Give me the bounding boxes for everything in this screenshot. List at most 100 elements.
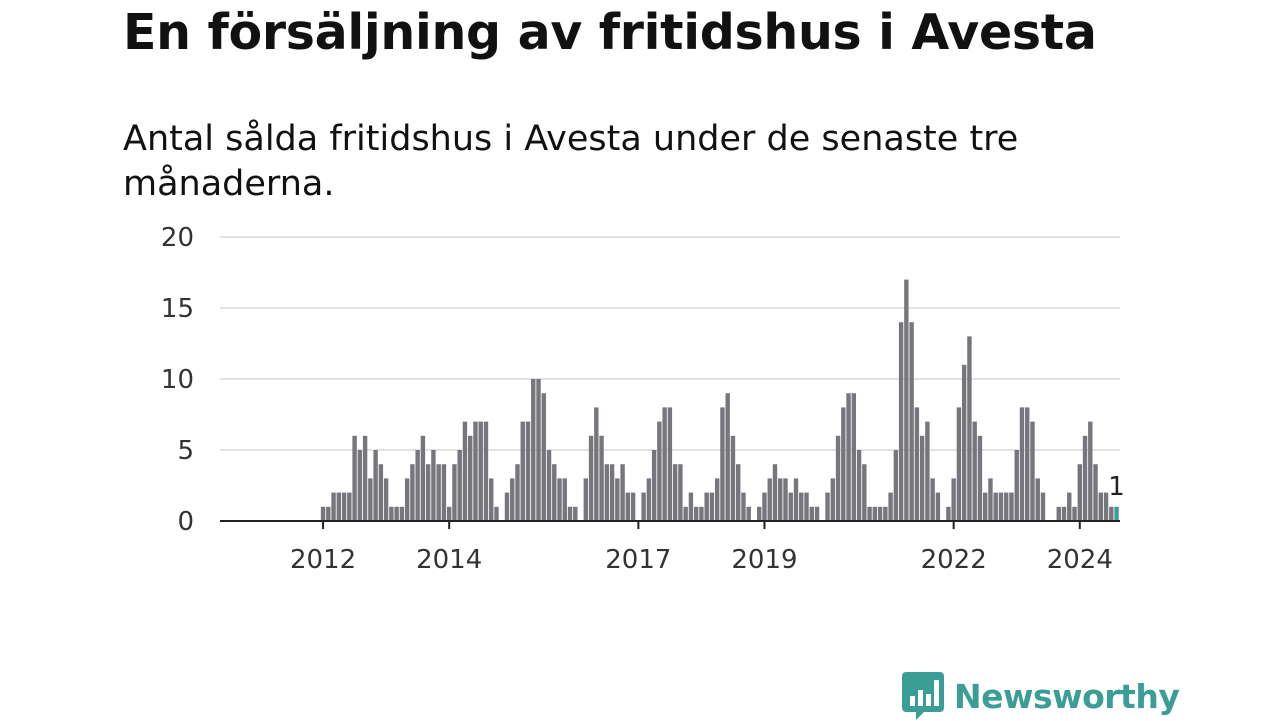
bar <box>441 464 447 521</box>
bar <box>646 478 652 521</box>
bar <box>877 506 883 521</box>
bar <box>1082 435 1088 521</box>
x-tick-label: 2022 <box>921 545 987 575</box>
bar <box>562 478 567 521</box>
bar <box>552 464 557 521</box>
y-tick-label: 0 <box>177 507 194 537</box>
bar <box>804 492 809 521</box>
bar <box>357 450 363 521</box>
bar <box>967 336 972 521</box>
bar <box>620 464 625 521</box>
bar <box>389 506 394 521</box>
bar <box>688 492 694 521</box>
bar <box>1077 464 1082 521</box>
bar <box>683 506 688 521</box>
chart-subtitle: Antal sålda fritidshus i Avesta under de… <box>123 119 1019 204</box>
y-tick-label: 15 <box>161 294 194 324</box>
bar <box>352 435 357 521</box>
bar <box>888 492 893 521</box>
bar <box>972 421 977 521</box>
bar <box>404 478 410 521</box>
bar <box>347 492 352 521</box>
bar <box>1040 492 1046 521</box>
bar <box>835 435 841 521</box>
bar <box>741 492 746 521</box>
bar <box>898 322 904 521</box>
bar <box>651 450 657 521</box>
bar <box>489 478 494 521</box>
bar <box>457 450 462 521</box>
bar <box>425 464 431 521</box>
newsworthy-logo: Newsworthy <box>902 671 1180 721</box>
bar <box>567 506 573 521</box>
bar <box>368 478 373 521</box>
bar <box>510 478 515 521</box>
bar <box>914 407 920 521</box>
bar <box>1019 407 1025 521</box>
bar <box>925 421 930 521</box>
y-tick-label: 5 <box>177 436 194 466</box>
bar <box>830 478 835 521</box>
bar <box>956 407 962 521</box>
bar <box>1072 506 1077 521</box>
bar <box>762 492 767 521</box>
brand-name: Newsworthy <box>954 676 1180 716</box>
bar <box>546 450 552 521</box>
bar <box>326 506 331 521</box>
bar <box>462 421 468 521</box>
bar <box>604 464 610 521</box>
bar <box>693 506 699 521</box>
bar <box>699 506 704 521</box>
bar <box>557 478 562 521</box>
bar <box>473 421 478 521</box>
bar <box>730 435 736 521</box>
bar <box>573 506 578 521</box>
x-tick-label: 2017 <box>605 545 671 575</box>
bar <box>336 492 342 521</box>
bar <box>856 450 862 521</box>
bar <box>736 464 741 521</box>
bar <box>909 322 914 521</box>
bar <box>678 464 683 521</box>
bar <box>494 506 499 521</box>
bar <box>536 379 541 521</box>
bar <box>615 478 620 521</box>
bar <box>862 464 867 521</box>
bar <box>988 478 993 521</box>
bar <box>793 478 799 521</box>
bar <box>657 421 662 521</box>
bar <box>814 506 820 521</box>
bar <box>662 407 667 521</box>
bar <box>825 492 830 521</box>
bar <box>993 492 998 521</box>
labels: 0 5 10 15 20 2012 2014 2017 2019 2022 2024 1 <box>161 223 1125 575</box>
bar <box>893 450 899 521</box>
bar <box>436 464 441 521</box>
bar <box>331 492 336 521</box>
bar <box>725 393 730 521</box>
bar <box>362 435 368 521</box>
bar <box>746 506 751 521</box>
bar-chart-speech-bubble-icon <box>902 672 944 720</box>
bar <box>904 279 909 521</box>
axes <box>220 520 1120 529</box>
bar <box>788 492 793 521</box>
bar <box>1056 506 1061 521</box>
x-tick-label: 2014 <box>416 545 482 575</box>
bar <box>867 506 872 521</box>
bar <box>531 379 536 521</box>
bar <box>799 492 804 521</box>
bar <box>594 407 599 521</box>
bar <box>641 492 646 521</box>
bar <box>1088 421 1093 521</box>
bar <box>420 435 426 521</box>
bar <box>951 478 956 521</box>
bar <box>1093 464 1098 521</box>
bar <box>515 464 520 521</box>
bar <box>1035 478 1040 521</box>
bar <box>520 421 525 521</box>
y-tick-label: 10 <box>161 365 194 395</box>
bar <box>478 421 483 521</box>
bar <box>1004 492 1009 521</box>
bar <box>872 506 878 521</box>
